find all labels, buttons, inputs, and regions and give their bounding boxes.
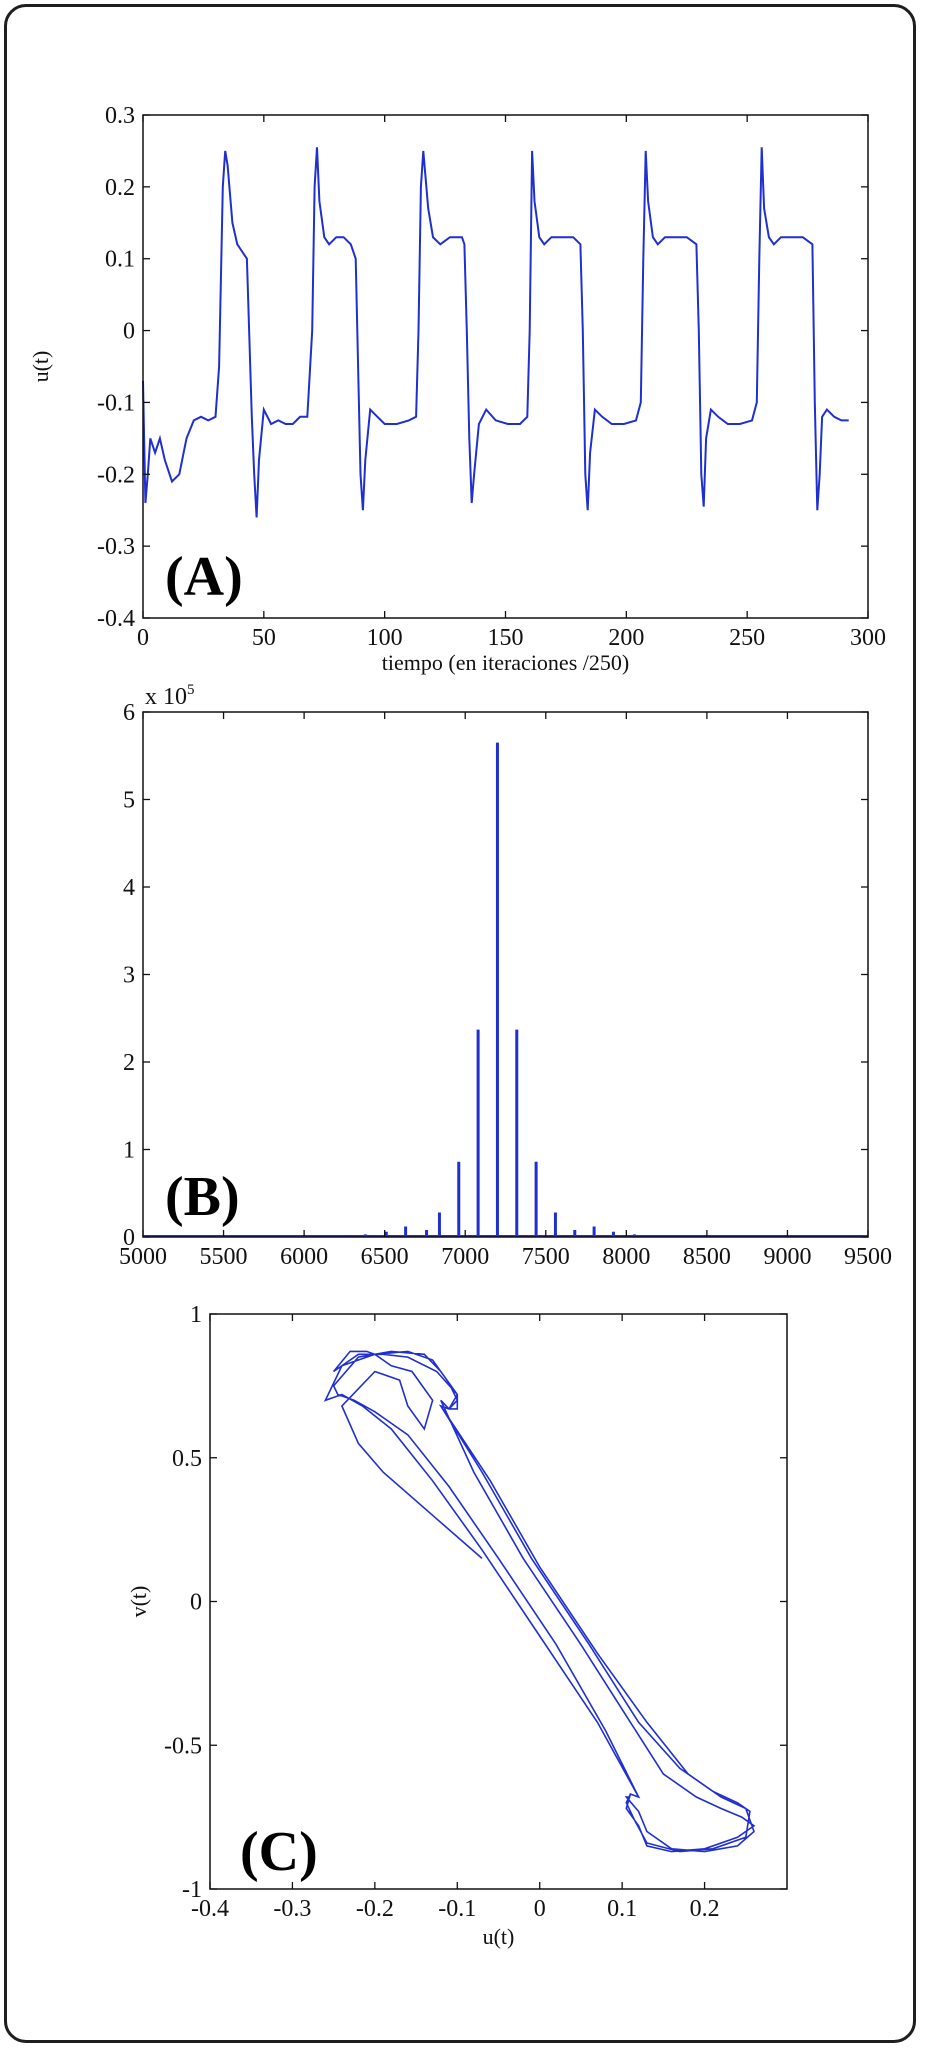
- x-tick-label: -0.2: [356, 1896, 394, 1922]
- x-tick-label: 6000: [280, 1244, 328, 1270]
- y-tick-label: 0: [190, 1590, 202, 1616]
- y-tick-label: 5: [123, 788, 135, 814]
- x-tick-label: 0: [534, 1896, 546, 1922]
- series-line-c: [323, 1350, 756, 1853]
- y-tick-label: 4: [123, 875, 135, 901]
- x-tick-label: 8000: [602, 1244, 650, 1270]
- figure-frame: [4, 4, 916, 2043]
- y-tick-label: 0.1: [105, 247, 135, 273]
- x-tick-label: 0.1: [607, 1896, 637, 1922]
- x-tick-label: 5000: [119, 1244, 167, 1270]
- chart-c: -0.4 -0.3 -0.2 -0.1 0 0.1 0.2 1 0.5 0 -0.5 -1 u(t)…: [126, 1302, 788, 1949]
- y-tick-label: -0.2: [97, 462, 135, 488]
- y-tick-label: 2: [123, 1050, 135, 1076]
- x-tick-label: 200: [608, 625, 644, 651]
- x-tick-label: 5500: [200, 1244, 248, 1270]
- y-tick-label: 6: [123, 700, 135, 726]
- chart-a: 0 50 100 150 200 250 300 0.3 0.2 0.1 0 -0.1 -0.2 -0.…: [28, 103, 886, 675]
- y-axis-multiplier-b: x 105: [145, 682, 195, 710]
- y-tick-label: 0.2: [105, 175, 135, 201]
- chart-b: 5000 5500 6000 6500 7000 7500 8000 8500 9000 9500…: [119, 682, 892, 1270]
- x-tick-label: 6500: [361, 1244, 409, 1270]
- x-tick-label: 0.2: [690, 1896, 720, 1922]
- panel-label-b: (B): [165, 1166, 240, 1228]
- x-tick-label: 150: [488, 625, 524, 651]
- y-axis-label-a: u(t): [28, 351, 53, 383]
- multiplier-text: x 10: [145, 684, 187, 710]
- plot-area-b: [142, 711, 869, 1238]
- y-tick-label: -0.4: [97, 606, 135, 632]
- x-tick-label: 250: [729, 625, 765, 651]
- panel-label-c: (C): [240, 1821, 318, 1883]
- y-tick-label: 1: [123, 1138, 135, 1164]
- x-tick-label: -0.1: [438, 1896, 476, 1922]
- x-tick-label: -0.4: [191, 1896, 229, 1922]
- x-tick-label: 9500: [844, 1244, 892, 1270]
- panel-label-a: (A): [165, 546, 243, 608]
- x-tick-label: 8500: [683, 1244, 731, 1270]
- x-tick-label: 100: [367, 625, 403, 651]
- x-axis-label-a: tiempo (en iteraciones /250): [382, 650, 629, 675]
- plot-area-a: [142, 114, 869, 619]
- y-axis-label-c: v(t): [126, 1586, 151, 1618]
- y-tick-label: -0.5: [164, 1733, 202, 1759]
- x-tick-label: 300: [850, 625, 886, 651]
- x-tick-label: 7000: [441, 1244, 489, 1270]
- y-tick-label: -0.3: [97, 534, 135, 560]
- y-tick-label: 1: [190, 1302, 202, 1328]
- y-tick-label: 0: [123, 1225, 135, 1251]
- y-tick-label: 0: [123, 319, 135, 345]
- x-tick-label: 50: [252, 625, 276, 651]
- series-line-a: [142, 147, 849, 518]
- x-axis-label-c: u(t): [483, 1924, 515, 1949]
- x-tick-label: 7500: [522, 1244, 570, 1270]
- y-tick-label: 3: [123, 963, 135, 989]
- y-tick-label: -1: [182, 1877, 202, 1903]
- multiplier-exponent: 5: [187, 682, 195, 698]
- plot-area-c: [209, 1313, 788, 1890]
- x-tick-label: 0: [137, 625, 149, 651]
- y-tick-label: 0.5: [172, 1446, 202, 1472]
- x-tick-label: 9000: [763, 1244, 811, 1270]
- y-tick-label: 0.3: [105, 103, 135, 129]
- y-tick-label: -0.1: [97, 390, 135, 416]
- x-tick-label: -0.3: [273, 1896, 311, 1922]
